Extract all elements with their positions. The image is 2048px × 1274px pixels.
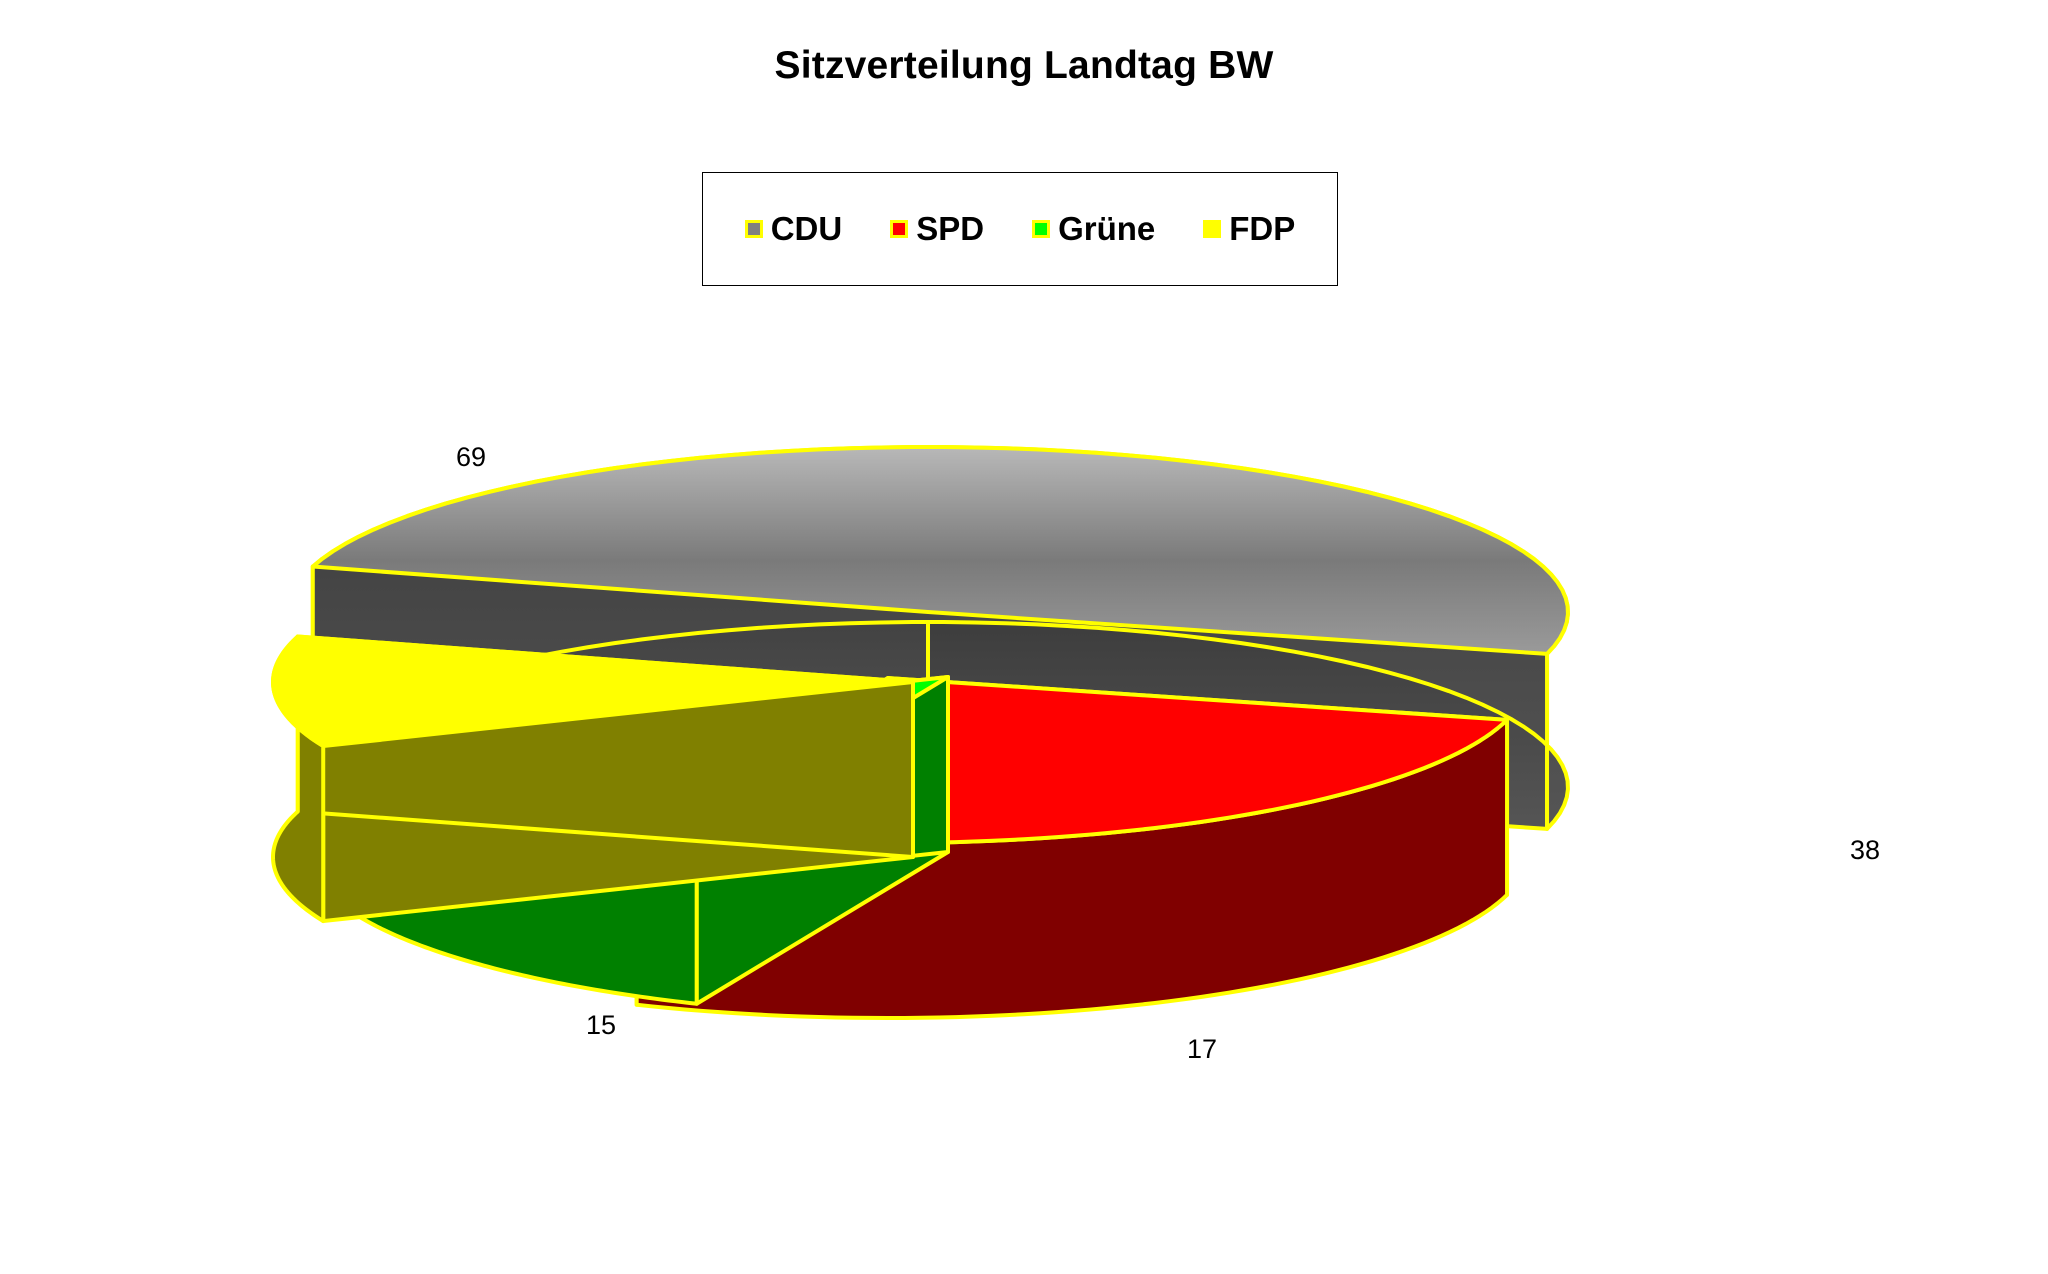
legend: CDU SPD Grüne FDP <box>702 172 1338 286</box>
data-label-fdp: 15 <box>586 1010 617 1040</box>
legend-swatch-gruene <box>1032 220 1051 238</box>
legend-swatch-spd <box>890 220 909 238</box>
pie-slice-cdu-top <box>310 445 1570 656</box>
legend-item-cdu: CDU <box>744 210 843 248</box>
legend-item-spd: SPD <box>890 210 984 248</box>
legend-item-fdp: FDP <box>1203 210 1295 248</box>
data-label-spd: 38 <box>1850 835 1881 865</box>
legend-label-cdu: CDU <box>770 210 843 247</box>
data-label-cdu: 69 <box>456 442 487 472</box>
pie-slice-fdp <box>271 634 915 924</box>
pie-slice-fdp-top <box>271 634 915 749</box>
legend-label-spd: SPD <box>916 210 985 247</box>
legend-swatch-cdu <box>744 220 763 238</box>
data-label-gruene: 17 <box>1187 1034 1218 1064</box>
chart-title: Sitzverteilung Landtag BW <box>774 44 1274 87</box>
legend-swatch-fdp <box>1203 220 1222 238</box>
legend-label-fdp: FDP <box>1229 210 1296 247</box>
legend-label-gruene: Grüne <box>1058 210 1156 247</box>
slices-layer <box>271 445 1570 1020</box>
legend-item-gruene: Grüne <box>1032 210 1155 248</box>
